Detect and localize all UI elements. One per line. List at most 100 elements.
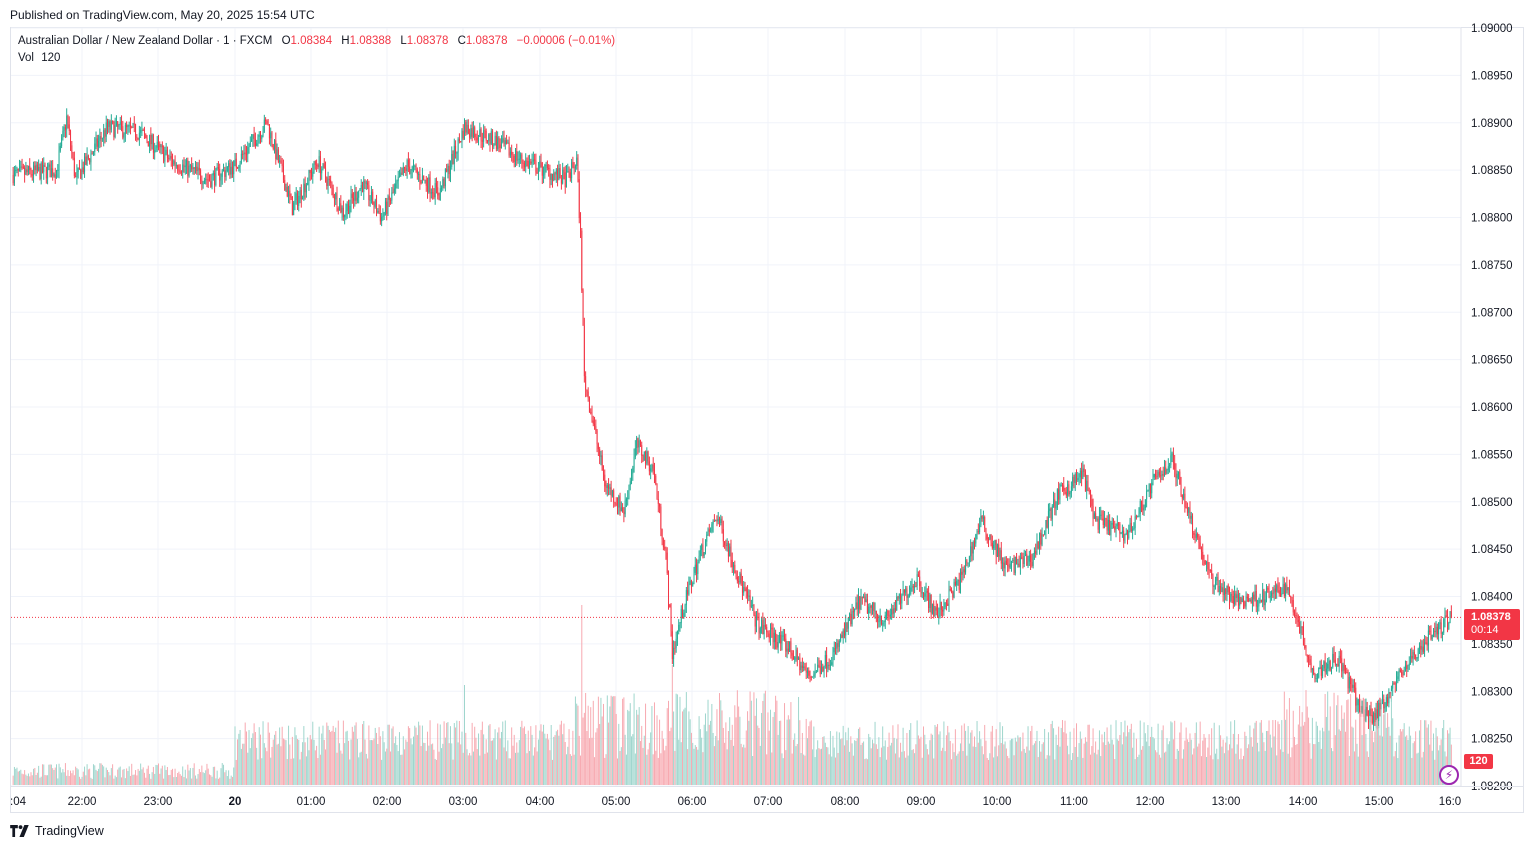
candle-body [1435,626,1437,633]
volume-bar [1438,750,1440,785]
volume-bar [1046,755,1048,785]
volume-bar [843,745,845,785]
candle-body [1026,553,1028,566]
candle-body [587,391,589,398]
candle-body [596,430,598,445]
candle-body [896,596,898,611]
candle-body [461,130,463,143]
candle-body [945,602,947,604]
volume-bar [831,756,833,785]
candle-body [281,163,283,167]
volume-bar [599,724,601,785]
volume-bar [368,725,370,785]
candle-body [509,151,511,156]
candle-body [702,544,704,556]
candle-body [1195,533,1197,538]
volume-bar [943,721,945,785]
volume-label[interactable]: Vol [18,52,34,64]
volume-bar [1294,736,1296,785]
volume-bar [977,742,979,785]
candle-body [752,605,754,607]
volume-bar [1251,746,1253,785]
volume-bar [299,759,301,785]
volume-bar [693,748,695,785]
volume-bar [1308,717,1310,785]
volume-bar [472,751,474,785]
candle-body [1296,616,1298,620]
y-tick-label: 1.08650 [1471,355,1513,367]
candle-body [1371,714,1373,724]
candle-body [219,168,221,181]
candle-body [73,157,75,176]
volume-bar [1271,747,1273,785]
volume-bar [791,753,793,785]
candle-body [912,586,914,588]
volume-bar [439,724,441,785]
candle-body [831,662,833,665]
volume-bar [136,775,138,785]
candle-body [1114,526,1116,530]
volume-bar [627,709,629,785]
candle-body [1162,474,1164,476]
volume-bar [1178,750,1179,785]
candle-body [906,588,908,598]
candle-body [730,546,732,560]
candle-body [863,596,865,598]
candle-body [1031,561,1033,566]
volume-bar [1095,741,1097,785]
candle-body [910,587,912,594]
footer-brand[interactable]: TradingView [35,824,104,838]
volume-bar [993,757,995,785]
volume-bar [588,738,590,785]
candle-body [662,539,664,548]
candle-body [194,166,196,169]
candle-body [1382,699,1383,703]
candle-body [101,138,103,140]
volume-bar [455,727,457,785]
candle-body [449,166,451,175]
candle-body [302,197,304,200]
candle-body [77,167,79,173]
candle-body [1251,594,1253,604]
volume-bar [1127,725,1128,785]
volume-bar [413,736,414,785]
candle-body [624,500,626,515]
candle-body [784,635,786,639]
close-value: 1.08378 [465,35,508,47]
volume-bar [1123,732,1125,785]
volume-bar [1353,751,1355,785]
candle-body [34,165,36,171]
volume-bar [994,746,996,785]
candle-body [1018,563,1020,568]
volume-bar [888,732,890,785]
candle-body [1067,484,1069,496]
volume-bar [1411,757,1413,785]
volume-bar [214,766,216,785]
candle-body [898,593,900,599]
candle-body [47,166,49,179]
volume-bar [224,772,226,785]
symbol-title[interactable]: Australian Dollar / New Zealand Dollar ·… [18,35,273,47]
lightning-icon[interactable]: ⚡ [1439,765,1459,785]
candle-body [140,129,142,133]
volume-bar [818,748,820,785]
volume-bar [1133,732,1135,785]
candle-body [1263,589,1265,606]
candle-body [725,545,727,547]
volume-bar [239,729,241,785]
candle-body [631,473,633,482]
candle-body [1109,520,1111,536]
volume-bar [494,729,496,785]
candle-body [815,671,817,673]
candle-body [163,147,165,162]
candle-body [1304,644,1306,648]
volume-bar [258,727,260,785]
candle-body [1441,632,1443,634]
volume-bar [1278,724,1280,785]
volume-bar [1069,731,1071,785]
candle-body [581,230,583,291]
candle-body [1019,557,1021,568]
volume-bar [1017,735,1019,785]
volume-bar [1436,736,1438,785]
